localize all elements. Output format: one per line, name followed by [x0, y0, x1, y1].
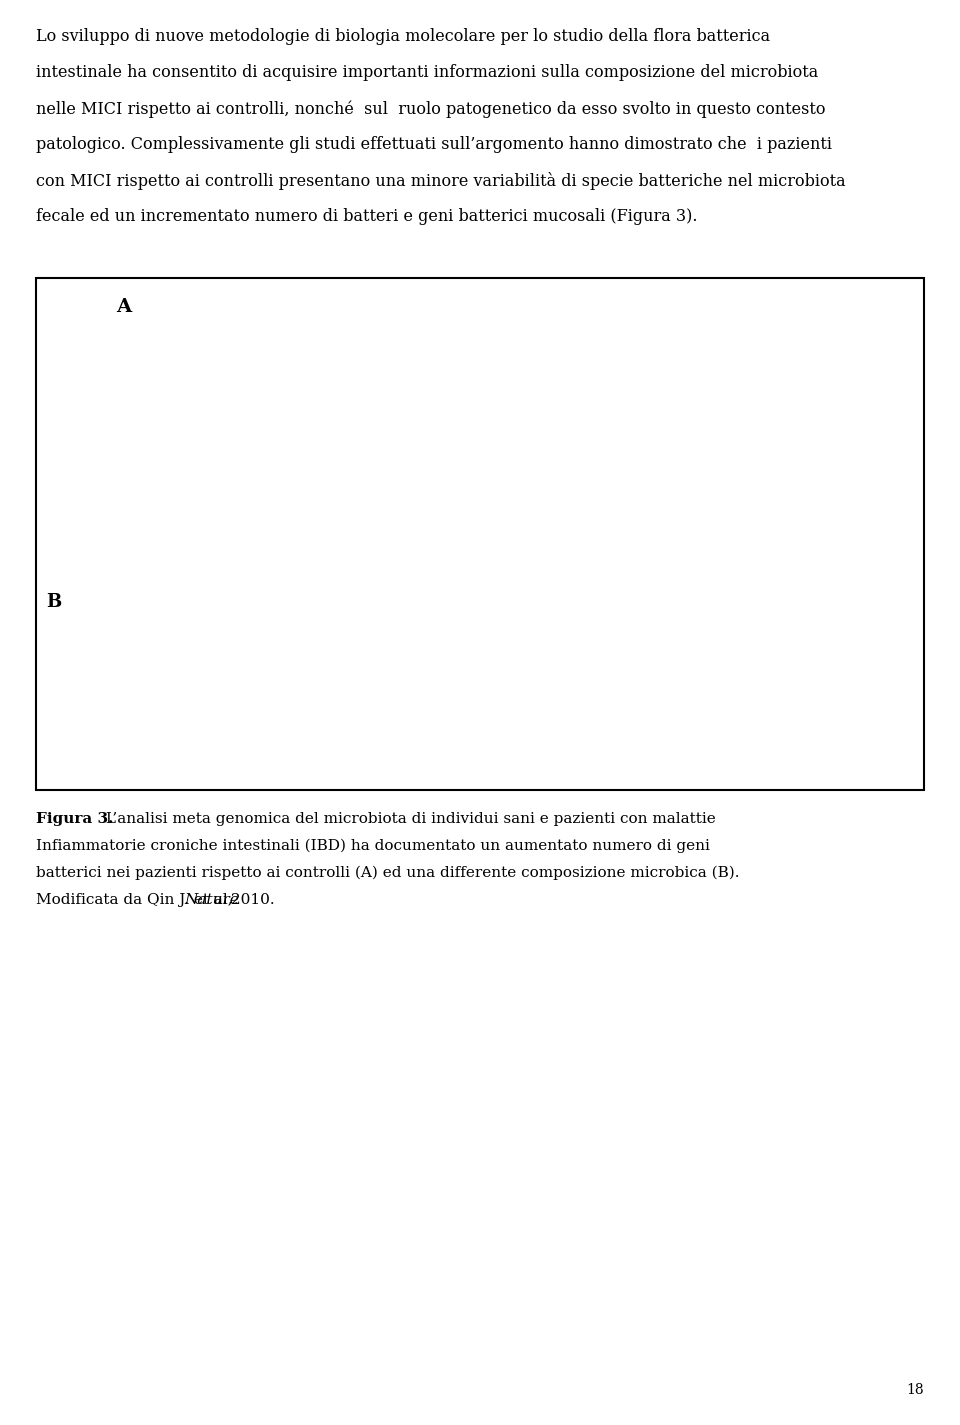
- Point: [171, 710, 186, 732]
- Text: patologico. Complessivamente gli studi effettuati sull’argomento hanno dimostrat: patologico. Complessivamente gli studi e…: [36, 135, 832, 152]
- Y-axis label: Individui: Individui: [187, 483, 202, 546]
- Bar: [36, 278, 924, 789]
- Text: nelle MICI rispetto ai controlli, nonché  sul  ruolo patogenetico da esso svolto: nelle MICI rispetto ai controlli, nonché…: [36, 100, 826, 117]
- Point: [148, 640, 163, 663]
- Point: [171, 724, 186, 747]
- Point: [148, 643, 163, 665]
- Bar: [240, 673, 900, 720]
- Legend: No IBD, n=99, IBD, n=25: No IBD, n=99, IBD, n=25: [747, 315, 894, 361]
- Text: batterici nei pazienti rispetto ai controlli (A) ed una differente composizione : batterici nei pazienti rispetto ai contr…: [36, 866, 739, 881]
- Point: [164, 691, 180, 714]
- Point: [79, 730, 94, 752]
- Text: 2010.: 2010.: [226, 893, 275, 906]
- Point: [162, 636, 178, 658]
- Text: con MICI rispetto ai controlli presentano una minore variabilità di specie batte: con MICI rispetto ai controlli presentan…: [36, 172, 846, 190]
- Text: Figura 3.: Figura 3.: [36, 812, 113, 826]
- Point: [89, 718, 105, 741]
- Point: [148, 648, 163, 671]
- Point: [152, 651, 167, 674]
- Point: [146, 708, 161, 731]
- Point: [183, 707, 199, 730]
- Point: [164, 734, 180, 757]
- Point: [149, 714, 164, 737]
- Point: [174, 704, 189, 727]
- Point: [132, 637, 148, 660]
- Point: [79, 717, 94, 740]
- Point: [172, 704, 187, 727]
- Point: [142, 688, 157, 711]
- Point: [156, 643, 172, 665]
- Point: [162, 688, 178, 711]
- Point: [141, 628, 156, 651]
- Text: 18: 18: [906, 1384, 924, 1396]
- Point: [94, 714, 109, 737]
- X-axis label: Numero di geni,  migliaia: Numero di geni, migliaia: [470, 744, 670, 758]
- Point: [131, 618, 146, 641]
- Point: [167, 697, 182, 720]
- Text: B: B: [46, 593, 61, 611]
- Point: [82, 715, 97, 738]
- Point: [178, 697, 193, 720]
- Text: Modificata da Qin J. et al,: Modificata da Qin J. et al,: [36, 893, 237, 906]
- Text: Infiammatorie croniche intestinali (IBD) ha documentato un aumentato numero di g: Infiammatorie croniche intestinali (IBD)…: [36, 839, 709, 854]
- Point: [172, 638, 187, 661]
- Point: [173, 708, 188, 731]
- Point: [157, 648, 173, 671]
- Point: [159, 646, 175, 668]
- Text: Lo sviluppo di nuove metodologie di biologia molecolare per lo studio della flor: Lo sviluppo di nuove metodologie di biol…: [36, 28, 770, 46]
- Point: [157, 695, 173, 718]
- Point: [79, 720, 94, 742]
- Text: fecale ed un incrementato numero di batteri e geni batterici mucosali (Figura 3): fecale ed un incrementato numero di batt…: [36, 208, 698, 225]
- Text: Nature: Nature: [184, 893, 239, 906]
- Point: [76, 720, 91, 742]
- Text: L’analisi meta genomica del microbiota di individui sani e pazienti con malattie: L’analisi meta genomica del microbiota d…: [101, 812, 716, 826]
- Point: [161, 621, 177, 644]
- Text: intestinale ha consentito di acquisire importanti informazioni sulla composizion: intestinale ha consentito di acquisire i…: [36, 64, 818, 81]
- Point: [151, 651, 166, 674]
- Point: [159, 633, 175, 656]
- Point: [156, 707, 171, 730]
- Point: [87, 714, 103, 737]
- Point: [147, 647, 162, 670]
- Point: [184, 717, 200, 740]
- Point: [180, 722, 195, 745]
- Point: [100, 722, 115, 745]
- Text: A: A: [116, 298, 132, 316]
- Point: [182, 711, 198, 734]
- Point: [88, 708, 104, 731]
- Point: [161, 703, 177, 725]
- Point: [151, 636, 166, 658]
- Point: [139, 695, 155, 718]
- Point: [158, 741, 174, 764]
- Point: [172, 641, 187, 664]
